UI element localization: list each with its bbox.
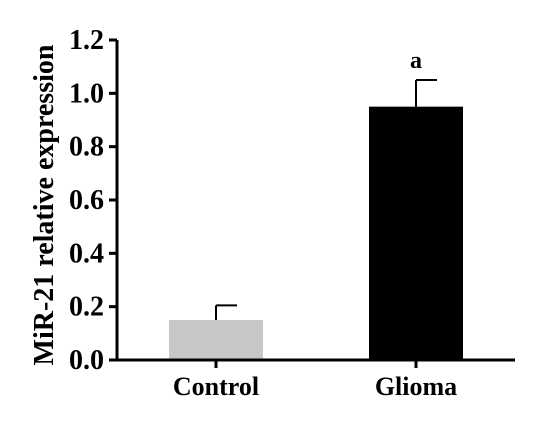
y-tick-label: 0.0 — [69, 345, 104, 376]
bar-control — [169, 320, 263, 360]
bar-glioma — [369, 106, 463, 361]
y-tick-label: 0.4 — [69, 238, 104, 269]
annotations-layer: a — [410, 48, 422, 74]
x-labels-layer: Control Glioma — [173, 360, 457, 401]
y-ticks-layer: 0.0 0.2 0.4 0.6 0.8 1.0 1.2 — [69, 25, 117, 376]
y-tick-label: 1.2 — [69, 25, 104, 56]
y-tick-label: 0.2 — [69, 292, 104, 323]
y-tick-label: 1.0 — [69, 78, 104, 109]
error-bars-layer — [215, 79, 437, 320]
x-category-label-control: Control — [173, 372, 259, 401]
significance-label: a — [410, 48, 422, 74]
bars-layer — [169, 106, 463, 361]
x-category-label-glioma: Glioma — [375, 372, 457, 401]
y-tick-label: 0.8 — [69, 132, 104, 163]
y-tick-label: 0.6 — [69, 185, 104, 216]
y-axis-label: MiR-21 relative expression — [29, 44, 60, 365]
